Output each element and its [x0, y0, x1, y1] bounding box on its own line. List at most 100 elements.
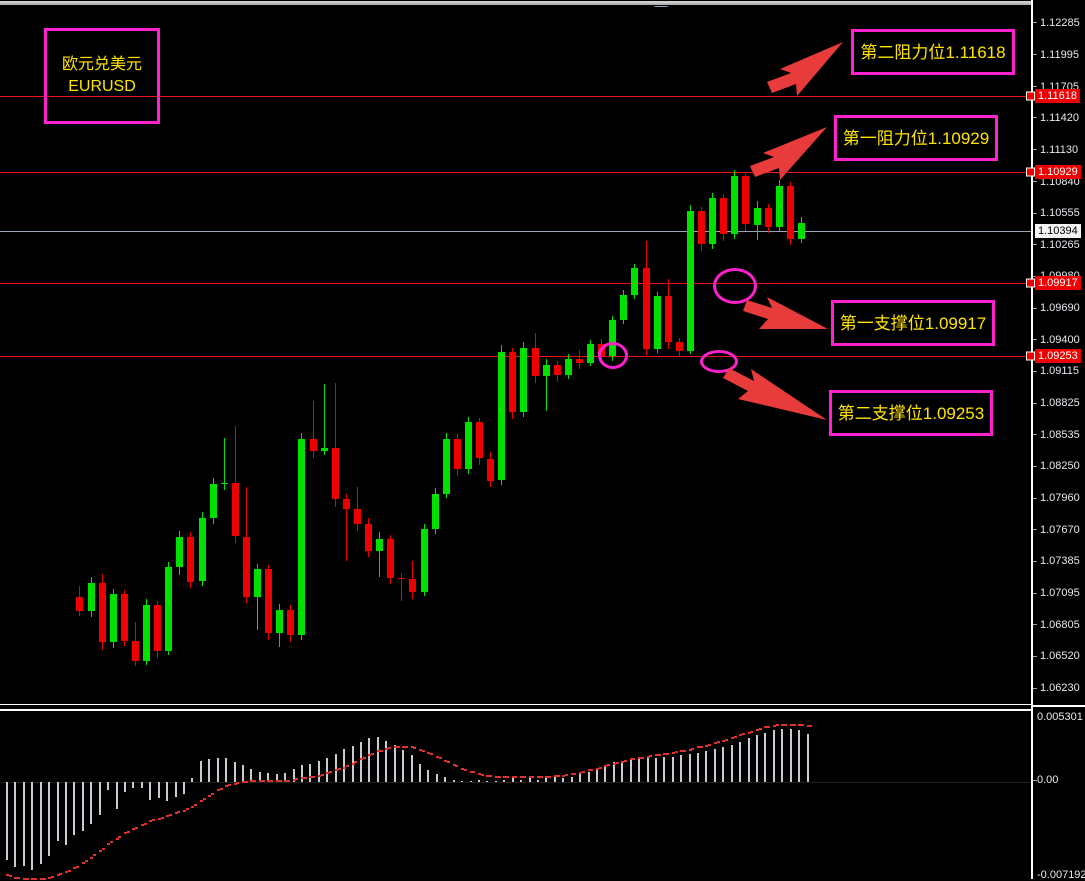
signal-line-segment [674, 751, 678, 754]
signal-line-segment [202, 798, 206, 801]
indicator-axis-label: 0.00 [1037, 774, 1059, 787]
signal-line-segment [393, 746, 397, 749]
candlestick [564, 7, 572, 704]
price-axis[interactable]: 1.12285 1.11995 1.11705 1.11420 1.11130 1.108… [1026, 0, 1085, 881]
candle-wick [345, 493, 347, 561]
candle-body [453, 438, 461, 470]
candlestick [431, 7, 439, 704]
signal-line-segment [792, 723, 796, 726]
signal-line-segment [511, 775, 515, 778]
level-price-label: 1.11618 [1035, 89, 1080, 104]
axis-tick [1033, 181, 1085, 183]
level-marker-icon[interactable] [1026, 167, 1035, 177]
axis-tick [1033, 117, 1085, 119]
histogram-bar [81, 782, 84, 831]
axis-tick [1033, 212, 1085, 214]
chart-scrollbar[interactable] [0, 0, 1085, 13]
candle-body [298, 438, 306, 636]
signal-line-segment [789, 723, 793, 726]
signal-line-segment [211, 792, 215, 795]
signal-line-segment [59, 873, 63, 876]
candle-body [775, 186, 783, 227]
current-price-line [0, 230, 1031, 232]
histogram-bar [477, 779, 480, 783]
candlestick [98, 7, 106, 704]
histogram-bar [629, 759, 632, 783]
level-marker-icon[interactable] [1026, 91, 1035, 101]
indicator-axis-label: -0.007192 [1037, 869, 1085, 881]
level-price-label: 1.09917 [1035, 276, 1081, 291]
histogram-bar [570, 776, 573, 783]
candlestick [498, 7, 506, 704]
axis-tick-label: 1.07095 [1040, 587, 1080, 600]
signal-line-segment [183, 809, 186, 812]
candlestick [176, 7, 184, 704]
price-chart-pane[interactable]: 欧元兑美元 EURUSD 第二阻力位1.11618 第一阻力位1.10929 第… [0, 7, 1031, 704]
signal-line-segment [565, 774, 568, 777]
scrollbar-track[interactable] [0, 1, 1085, 5]
highlight-ellipse-level-touch [598, 342, 628, 369]
signal-line-segment [6, 874, 9, 877]
candle-body [797, 223, 805, 239]
signal-line-segment [368, 754, 372, 757]
candle-body [542, 365, 550, 377]
histogram-bar [798, 729, 801, 783]
candle-body [509, 351, 517, 413]
signal-line-segment [143, 823, 147, 825]
signal-line-segment [214, 791, 217, 793]
axis-tick-label: 1.09690 [1040, 302, 1080, 314]
axis-tick [1033, 307, 1085, 309]
level-marker-icon[interactable] [1026, 278, 1035, 288]
histogram-bar [621, 760, 624, 783]
signal-line-segment [562, 774, 566, 777]
candle-wick [223, 437, 225, 491]
histogram-bar [705, 751, 708, 783]
signal-line-segment [300, 777, 304, 780]
candlestick [709, 7, 717, 704]
candlestick [797, 7, 805, 704]
candlestick [442, 7, 450, 704]
candle-body [564, 358, 572, 375]
signal-line-segment [334, 769, 338, 772]
candlestick [409, 7, 417, 704]
candlestick [753, 7, 761, 704]
candlestick [520, 7, 528, 704]
histogram-bar [359, 741, 362, 783]
candle-body [609, 320, 617, 357]
histogram-bar [730, 744, 733, 783]
level-marker-icon[interactable] [1026, 351, 1035, 361]
candlestick [775, 7, 783, 704]
histogram-bar [317, 760, 320, 783]
candlestick [731, 7, 739, 704]
histogram-bar [90, 782, 93, 824]
signal-line-segment [379, 749, 383, 752]
signal-line-segment [88, 858, 91, 860]
signal-line-segment [104, 845, 107, 847]
indicator-pane[interactable] [0, 709, 1031, 881]
histogram-bar [469, 780, 472, 783]
axis-tick [1033, 434, 1085, 436]
candlestick [220, 7, 228, 704]
signal-line-segment [295, 778, 299, 781]
candlestick [242, 7, 250, 704]
signal-line-segment [579, 771, 582, 774]
histogram-bar [756, 735, 758, 783]
candle-body [575, 358, 583, 363]
signal-line-segment [716, 741, 720, 744]
signal-line-segment [174, 812, 178, 815]
signal-line-segment [801, 723, 804, 726]
candle-body [342, 499, 350, 509]
histogram-bar [579, 774, 581, 783]
axis-tick-label: 1.10265 [1040, 238, 1080, 251]
candle-body [231, 482, 239, 537]
indicator-zero-line [0, 782, 1031, 784]
signal-line-segment [65, 871, 68, 874]
signal-line-segment [50, 875, 54, 878]
axis-tick-label: 1.12285 [1040, 16, 1080, 29]
candle-body [587, 344, 594, 363]
signal-line-segment [118, 836, 122, 838]
histogram-bar [452, 779, 455, 783]
signal-line-segment [329, 771, 332, 773]
signal-line-segment [688, 749, 692, 751]
signal-line-segment [413, 747, 417, 750]
